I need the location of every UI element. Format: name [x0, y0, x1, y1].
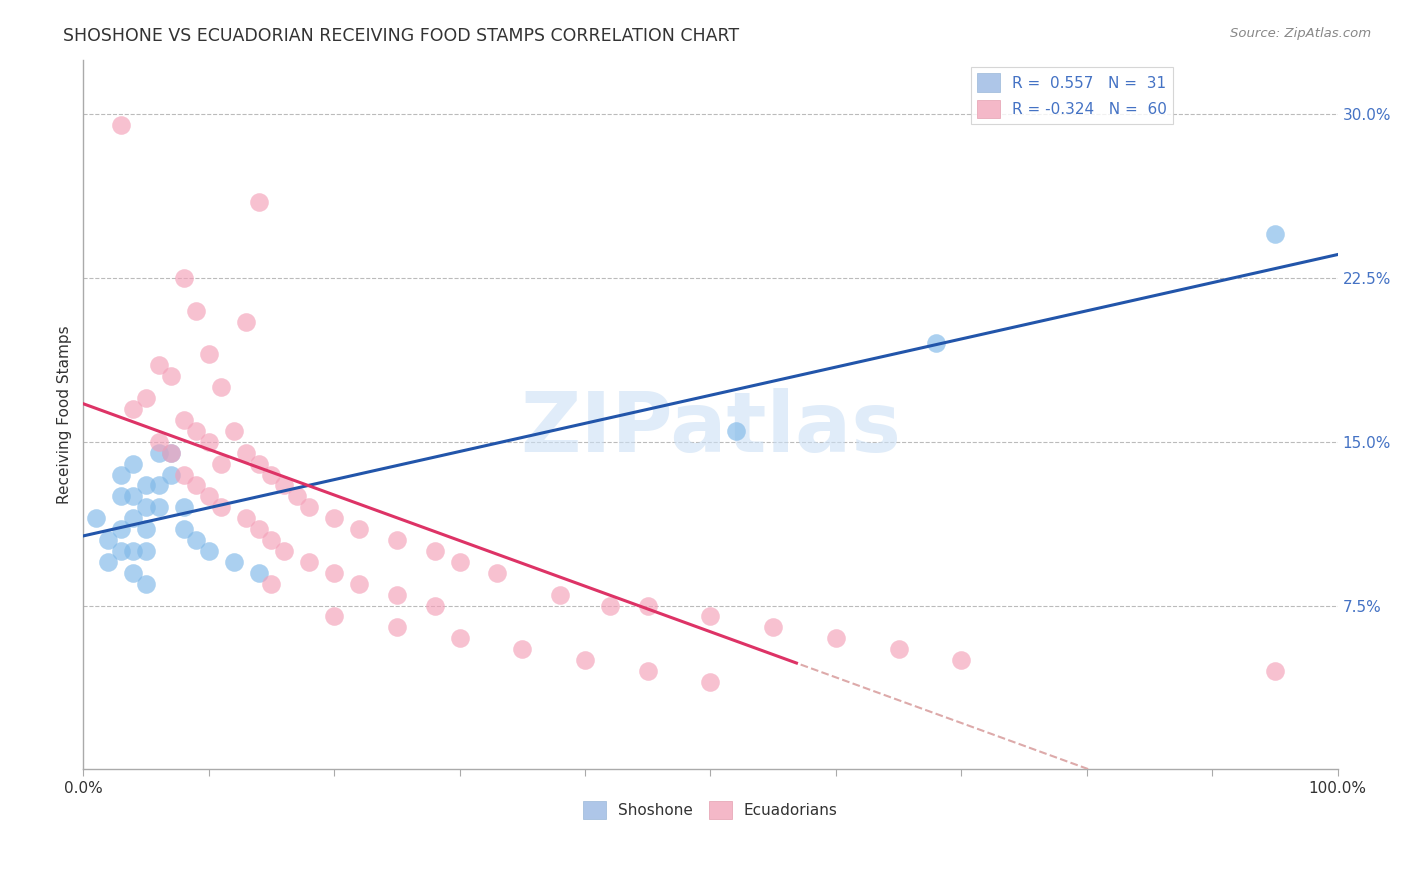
Point: [197, 544, 219, 558]
Point: [260, 467, 283, 482]
Point: [197, 347, 219, 361]
Point: [273, 478, 295, 492]
Point: [247, 457, 270, 471]
Point: [222, 424, 245, 438]
Point: [148, 478, 170, 492]
Text: SHOSHONE VS ECUADORIAN RECEIVING FOOD STAMPS CORRELATION CHART: SHOSHONE VS ECUADORIAN RECEIVING FOOD ST…: [63, 27, 740, 45]
Point: [84, 511, 107, 525]
Point: [323, 566, 346, 580]
Point: [173, 271, 195, 285]
Point: [699, 675, 721, 690]
Y-axis label: Receiving Food Stamps: Receiving Food Stamps: [58, 326, 72, 504]
Point: [122, 457, 145, 471]
Point: [423, 599, 446, 613]
Point: [110, 489, 132, 503]
Point: [323, 511, 346, 525]
Point: [385, 620, 408, 634]
Point: [423, 544, 446, 558]
Point: [97, 533, 120, 547]
Point: [197, 489, 219, 503]
Point: [235, 315, 257, 329]
Point: [486, 566, 509, 580]
Point: [1264, 227, 1286, 242]
Point: [160, 467, 183, 482]
Point: [160, 445, 183, 459]
Point: [1264, 664, 1286, 678]
Point: [148, 500, 170, 515]
Point: [173, 413, 195, 427]
Point: [235, 445, 257, 459]
Point: [135, 391, 157, 405]
Point: [925, 336, 948, 351]
Point: [110, 118, 132, 132]
Text: Source: ZipAtlas.com: Source: ZipAtlas.com: [1230, 27, 1371, 40]
Point: [209, 380, 232, 394]
Point: [135, 478, 157, 492]
Point: [148, 434, 170, 449]
Point: [135, 500, 157, 515]
Point: [186, 424, 208, 438]
Point: [148, 359, 170, 373]
Point: [699, 609, 721, 624]
Point: [599, 599, 621, 613]
Point: [122, 489, 145, 503]
Point: [260, 533, 283, 547]
Point: [449, 632, 471, 646]
Point: [173, 522, 195, 536]
Point: [825, 632, 848, 646]
Point: [285, 489, 308, 503]
Point: [298, 555, 321, 569]
Point: [247, 522, 270, 536]
Point: [122, 544, 145, 558]
Point: [510, 642, 533, 657]
Point: [122, 511, 145, 525]
Point: [247, 194, 270, 209]
Point: [160, 445, 183, 459]
Point: [209, 457, 232, 471]
Point: [135, 576, 157, 591]
Point: [349, 522, 371, 536]
Point: [110, 544, 132, 558]
Point: [637, 599, 659, 613]
Point: [260, 576, 283, 591]
Point: [160, 369, 183, 384]
Point: [148, 445, 170, 459]
Point: [385, 588, 408, 602]
Point: [385, 533, 408, 547]
Point: [887, 642, 910, 657]
Point: [349, 576, 371, 591]
Legend: Shoshone, Ecuadorians: Shoshone, Ecuadorians: [578, 795, 844, 825]
Point: [222, 555, 245, 569]
Point: [574, 653, 596, 667]
Point: [135, 522, 157, 536]
Point: [724, 424, 747, 438]
Text: ZIPatlas: ZIPatlas: [520, 388, 901, 469]
Point: [186, 533, 208, 547]
Point: [209, 500, 232, 515]
Point: [235, 511, 257, 525]
Point: [122, 402, 145, 417]
Point: [97, 555, 120, 569]
Point: [122, 566, 145, 580]
Point: [762, 620, 785, 634]
Point: [197, 434, 219, 449]
Point: [173, 467, 195, 482]
Point: [110, 467, 132, 482]
Point: [273, 544, 295, 558]
Point: [323, 609, 346, 624]
Point: [186, 478, 208, 492]
Point: [298, 500, 321, 515]
Point: [637, 664, 659, 678]
Point: [186, 303, 208, 318]
Point: [247, 566, 270, 580]
Point: [449, 555, 471, 569]
Point: [110, 522, 132, 536]
Point: [173, 500, 195, 515]
Point: [135, 544, 157, 558]
Point: [548, 588, 571, 602]
Point: [950, 653, 973, 667]
